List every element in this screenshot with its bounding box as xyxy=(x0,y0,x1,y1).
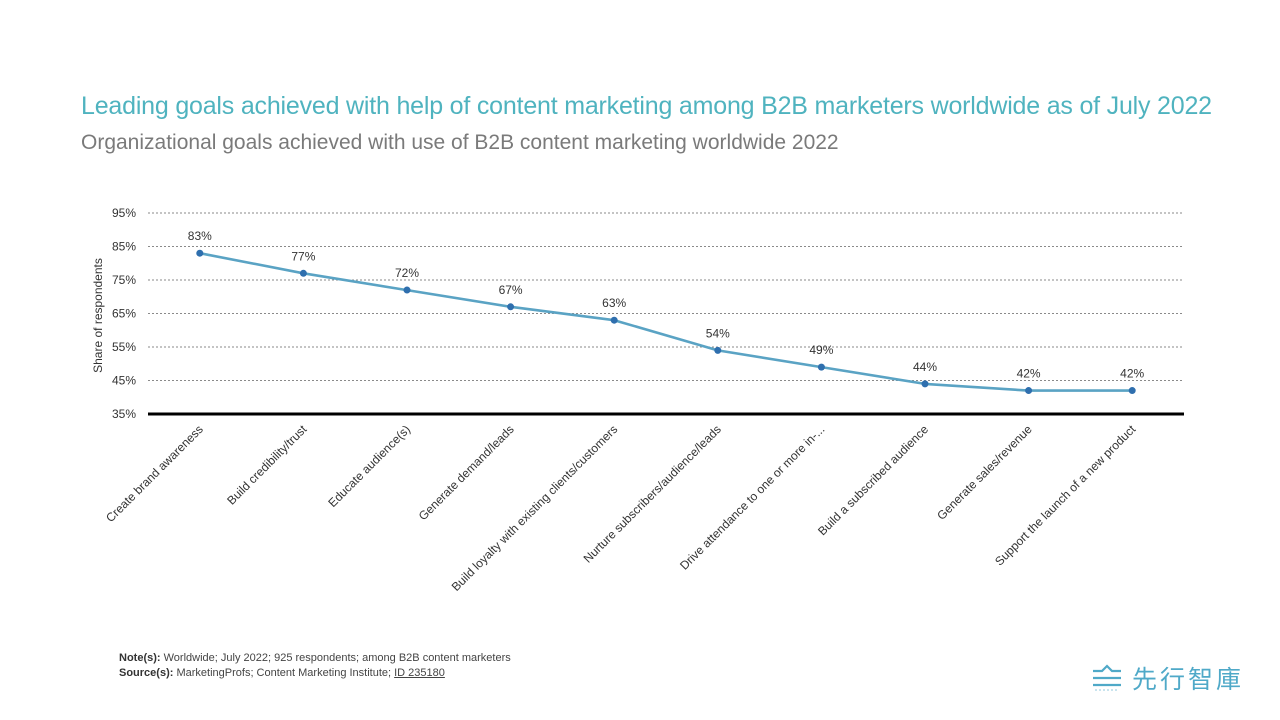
data-label: 77% xyxy=(291,249,315,263)
data-label: 42% xyxy=(1120,367,1144,381)
y-tick-label: 85% xyxy=(112,240,136,254)
source-line: Source(s): MarketingProfs; Content Marke… xyxy=(119,666,511,681)
x-tick-label: Generate demand/leads xyxy=(416,422,517,523)
data-label: 42% xyxy=(1017,367,1041,381)
data-label: 72% xyxy=(395,266,419,280)
data-point xyxy=(1128,387,1136,395)
data-label: 63% xyxy=(602,296,626,310)
data-label: 83% xyxy=(188,229,212,243)
data-point xyxy=(817,363,825,371)
y-tick-label: 55% xyxy=(112,340,136,354)
x-tick-label: Create brand awareness xyxy=(103,422,206,525)
y-tick-label: 45% xyxy=(112,374,136,388)
y-tick-label: 65% xyxy=(112,307,136,321)
chart-title: Leading goals achieved with help of cont… xyxy=(81,92,1212,120)
source-label: Source(s): xyxy=(119,667,174,679)
data-point xyxy=(403,286,411,294)
data-point xyxy=(610,316,618,324)
x-tick-label: Generate sales/revenue xyxy=(934,422,1035,523)
data-point xyxy=(714,346,722,354)
chart-footer: Note(s): Worldwide; July 2022; 925 respo… xyxy=(119,651,511,681)
y-tick-label: 35% xyxy=(112,407,136,421)
note-line: Note(s): Worldwide; July 2022; 925 respo… xyxy=(119,651,511,666)
y-tick-label: 95% xyxy=(112,206,136,220)
y-tick-label: 75% xyxy=(112,273,136,287)
data-point xyxy=(1025,387,1033,395)
note-label: Note(s): xyxy=(119,652,161,664)
data-point xyxy=(196,249,204,257)
data-point xyxy=(299,269,307,277)
data-label: 44% xyxy=(913,360,937,374)
data-label: 49% xyxy=(809,343,833,357)
x-tick-label: Build credibility/trust xyxy=(224,422,310,508)
data-point xyxy=(507,303,515,311)
chart-subtitle: Organizational goals achieved with use o… xyxy=(81,131,839,154)
line-chart: 95% 85% 75% 65% 55% 45% 35% Share of respondent… xyxy=(91,206,1184,594)
data-label: 54% xyxy=(706,326,730,340)
brand-logo: 先行智庫 xyxy=(1090,660,1244,696)
x-tick-label: Build loyalty with existing clients/cust… xyxy=(449,422,621,594)
logo-mark-icon xyxy=(1093,664,1121,691)
data-point xyxy=(921,380,929,388)
note-text: Worldwide; July 2022; 925 respondents; a… xyxy=(163,652,511,664)
source-id-link[interactable]: ID 235180 xyxy=(394,667,445,679)
logo-text: 先行智庫 xyxy=(1132,665,1245,694)
y-axis-title: Share of respondents xyxy=(91,258,105,373)
x-tick-label: Build a subscribed audience xyxy=(815,422,931,538)
series-line xyxy=(198,251,1134,392)
source-text: MarketingProfs; Content Marketing Instit… xyxy=(176,667,395,679)
x-tick-label: Educate audience(s) xyxy=(325,422,413,510)
data-label: 67% xyxy=(499,283,523,297)
